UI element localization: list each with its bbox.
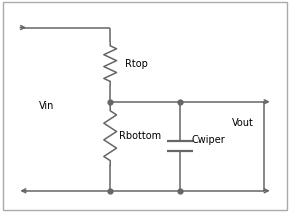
Text: Vout: Vout (232, 118, 254, 128)
Text: Rtop: Rtop (125, 59, 148, 69)
Text: Rbottom: Rbottom (119, 131, 161, 141)
Text: Cwiper: Cwiper (191, 135, 225, 145)
Text: Vin: Vin (39, 101, 54, 111)
